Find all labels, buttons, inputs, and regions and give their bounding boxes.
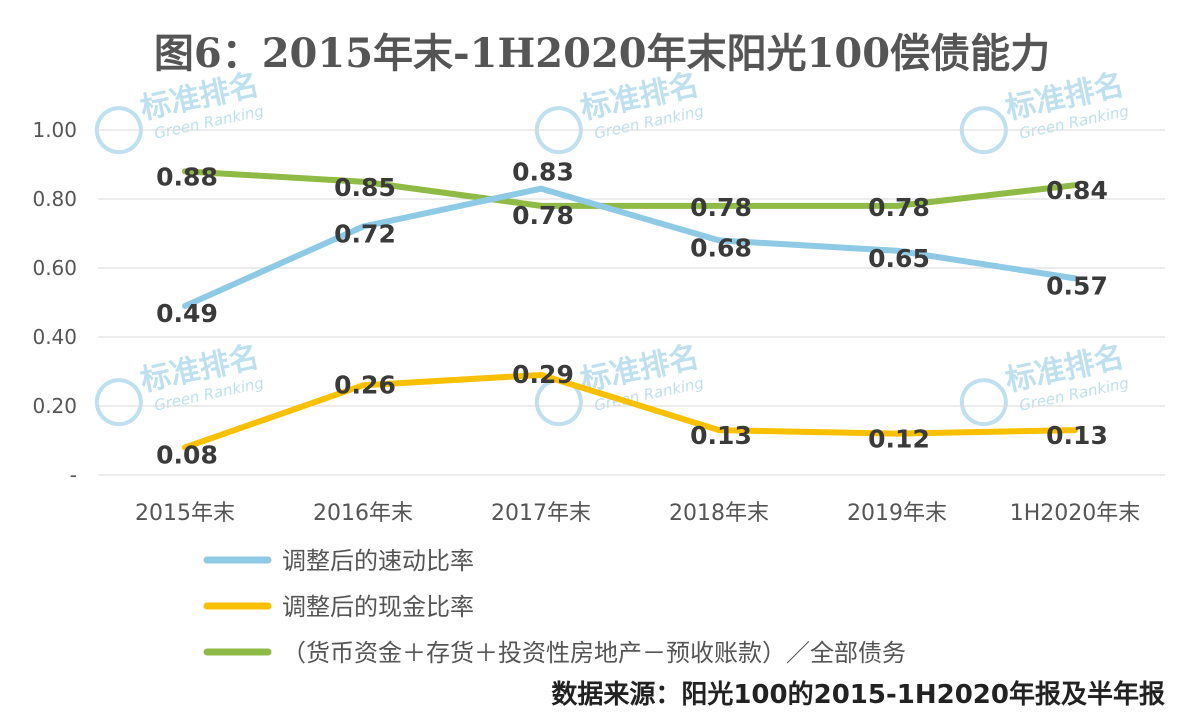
y-tick-label: 1.00 <box>32 118 77 142</box>
data-label: 0.26 <box>334 370 396 399</box>
data-label: 0.85 <box>334 173 396 202</box>
x-tick-label: 2017年末 <box>491 501 591 526</box>
series-line-2 <box>182 168 1078 209</box>
x-tick-label: 1H2020年末 <box>1010 501 1141 526</box>
data-label: 0.72 <box>334 220 396 249</box>
series-line-0 <box>182 185 1078 309</box>
data-labels: 0.49 0.72 0.83 0.68 0.65 0.57 0.08 0.26 0.29 0.13… <box>156 158 1108 470</box>
x-axis-ticks: 2015年末 2016年末 2017年末 2018年末 2019年末 1H2020年末 <box>135 501 1140 526</box>
data-label: 0.65 <box>868 244 930 273</box>
data-label: 0.13 <box>690 421 752 450</box>
data-label: 0.88 <box>156 162 218 191</box>
data-label: 0.84 <box>1046 176 1108 205</box>
chart-title: 图6：2015年末-1H2020年末阳光100偿债能力 <box>154 30 1050 77</box>
x-tick-label: 2019年末 <box>847 501 947 526</box>
watermark-logo-icon <box>534 106 583 155</box>
data-label: 0.13 <box>1046 421 1108 450</box>
data-label: 0.68 <box>690 233 752 262</box>
source-note: 数据来源：阳光100的2015-1H2020年报及半年报 <box>551 679 1165 710</box>
y-tick-label: 0.40 <box>32 325 77 349</box>
y-tick-label: 0.80 <box>32 187 77 211</box>
data-label: 0.78 <box>512 201 574 230</box>
watermark-logo-icon <box>94 106 143 155</box>
watermark-logo-icon <box>94 378 143 427</box>
x-tick-label: 2016年末 <box>313 501 413 526</box>
data-label: 0.78 <box>690 193 752 222</box>
watermark-logo-icon <box>959 106 1008 155</box>
data-label: 0.12 <box>868 425 930 454</box>
series-lines <box>182 168 1078 451</box>
legend-label: 调整后的速动比率 <box>282 547 474 575</box>
x-tick-label: 2015年末 <box>135 501 235 526</box>
data-label: 0.49 <box>156 299 218 328</box>
series-line-1 <box>182 371 1078 451</box>
legend-label: 调整后的现金比率 <box>282 593 474 621</box>
data-label: 0.83 <box>512 158 574 187</box>
x-tick-label: 2018年末 <box>669 501 769 526</box>
data-label: 0.57 <box>1046 271 1108 300</box>
y-tick-label: - <box>70 463 77 487</box>
data-label: 0.29 <box>512 360 574 389</box>
y-tick-label: 0.20 <box>32 394 77 418</box>
watermark-logo-icon <box>959 378 1008 427</box>
legend-label: （货币资金＋存货＋投资性房地产－预收账款）／全部债务 <box>282 639 906 667</box>
data-label: 0.78 <box>868 193 930 222</box>
data-label: 0.08 <box>156 440 218 469</box>
y-axis-ticks: 1.00 0.80 0.60 0.40 0.20 - <box>32 118 77 487</box>
y-tick-label: 0.60 <box>32 256 77 280</box>
